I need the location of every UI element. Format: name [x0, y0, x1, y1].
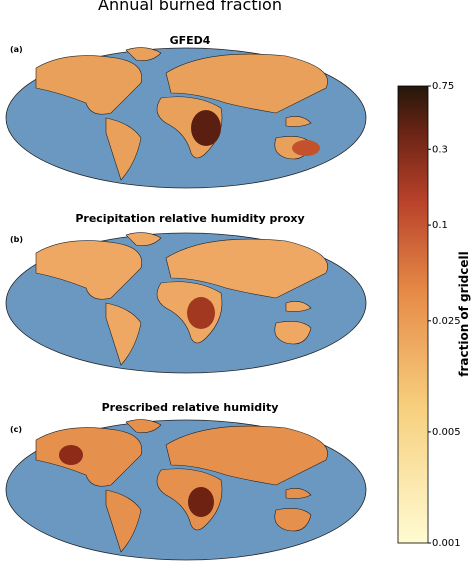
hotspot	[188, 487, 214, 517]
panel-label: (c)	[10, 425, 22, 434]
hotspot	[191, 110, 221, 146]
colorbar	[397, 85, 429, 544]
panel: (b) Precipitation relative humidity prox…	[5, 212, 367, 374]
tick-label: 0.005	[432, 427, 461, 438]
hotspot	[292, 140, 320, 156]
tick-label: 0.75	[432, 81, 454, 92]
tick-label: 0.1	[432, 220, 448, 231]
panel-label: (b)	[10, 235, 23, 244]
tick-label: 0.3	[432, 144, 448, 155]
panel: (c) Prescribed relative humidity	[5, 401, 367, 561]
panel-title: GFED4	[170, 34, 211, 47]
figure-title: Annual burned fraction	[98, 0, 282, 14]
panel-title: Prescribed relative humidity	[102, 401, 279, 414]
panel-title: Precipitation relative humidity proxy	[75, 212, 304, 225]
colorbar-label: fraction of gridcell	[457, 251, 471, 377]
tick-label: 0.025	[432, 316, 461, 327]
panel: (a) GFED4	[5, 34, 367, 189]
hotspot	[59, 445, 83, 465]
tick-label: 0.001	[432, 538, 461, 549]
panel-label: (a)	[10, 45, 23, 54]
hotspot	[187, 297, 215, 329]
